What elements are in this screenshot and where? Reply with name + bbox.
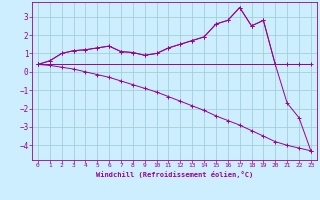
- X-axis label: Windchill (Refroidissement éolien,°C): Windchill (Refroidissement éolien,°C): [96, 171, 253, 178]
